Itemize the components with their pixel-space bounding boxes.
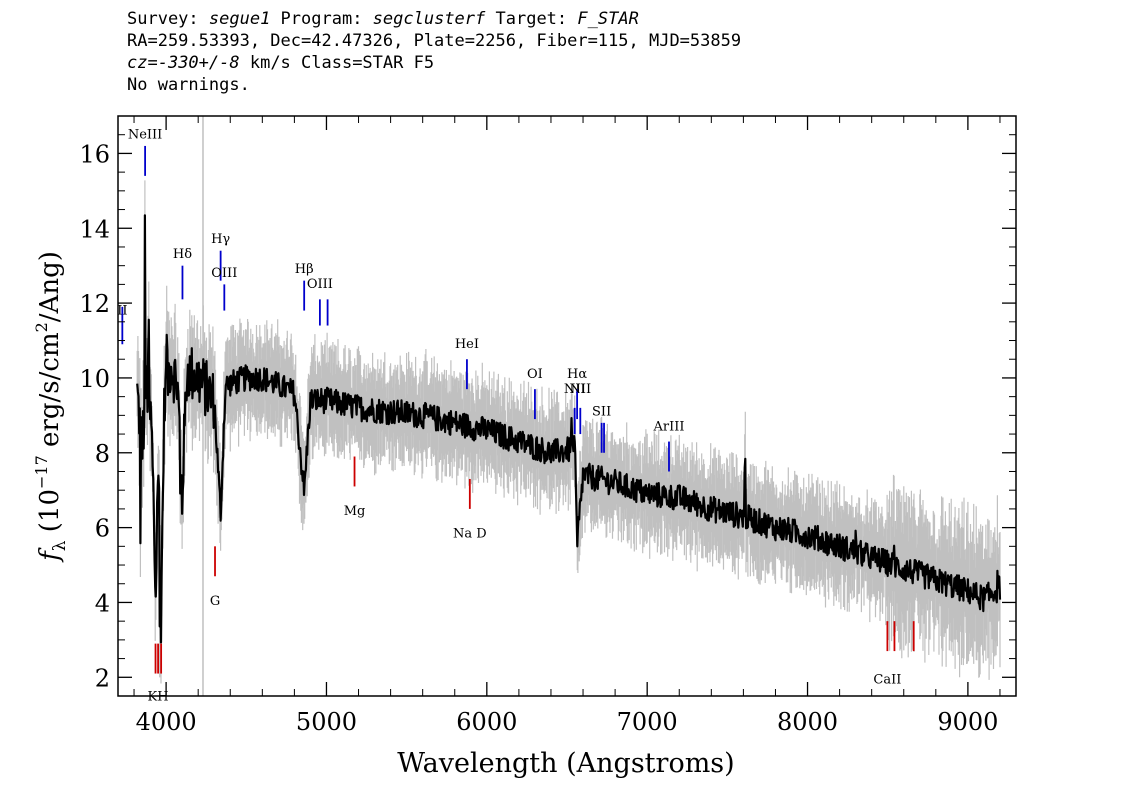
y-axis-label-mid: erg/s/cm bbox=[35, 332, 65, 455]
emission-line-label: Hβ bbox=[295, 262, 314, 277]
absorption-line-label: CaII bbox=[873, 673, 901, 688]
target-value: F_STAR bbox=[577, 9, 639, 29]
spectrum-header: Survey: segue1 Program: segclusterf Targ… bbox=[127, 8, 741, 96]
y-tick-label: 14 bbox=[79, 215, 110, 243]
y-axis-label: fλ (10−17 erg/s/cm2/Ang) bbox=[32, 251, 70, 563]
program-value: segclusterf bbox=[372, 9, 486, 29]
survey-value: segue1 bbox=[208, 9, 271, 29]
y-axis-label-exp2: 2 bbox=[32, 322, 51, 332]
target-label: Target: bbox=[485, 9, 578, 29]
emission-line-label: NII bbox=[564, 382, 586, 397]
absorption-line-label: G bbox=[210, 594, 220, 609]
x-tick-label: 7000 bbox=[617, 708, 678, 736]
plot-frame bbox=[117, 115, 1017, 697]
flux-series-line bbox=[136, 214, 1002, 644]
header-line-warnings: No warnings. bbox=[127, 75, 250, 95]
error-band bbox=[136, 180, 1001, 684]
y-tick-label: 8 bbox=[95, 440, 110, 468]
y-axis-label-pre: (10 bbox=[35, 489, 65, 541]
y-tick-label: 16 bbox=[79, 140, 110, 168]
y-tick-label: 4 bbox=[95, 589, 110, 617]
emission-line-label: II bbox=[117, 303, 127, 318]
absorption-line-label: Mg bbox=[344, 504, 366, 519]
emission-line-label: NII bbox=[569, 382, 591, 397]
emission-line-label: NeIII bbox=[128, 127, 162, 142]
header-line-survey: Survey: segue1 Program: segclusterf Targ… bbox=[127, 8, 741, 30]
emission-line-label: OIII bbox=[211, 266, 237, 281]
emission-line-label: ArIII bbox=[652, 419, 684, 434]
survey-label: Survey: bbox=[127, 9, 209, 29]
x-tick-label: 4000 bbox=[136, 708, 197, 736]
emission-line-label: OIII bbox=[307, 277, 333, 292]
y-tick-label: 10 bbox=[79, 365, 110, 393]
y-tick-label: 12 bbox=[79, 290, 110, 318]
header-line-coordinates: RA=259.53393, Dec=42.47326, Plate=2256, … bbox=[127, 31, 742, 51]
absorption-line-label: Na D bbox=[453, 527, 487, 542]
emission-line-label: Hδ bbox=[173, 247, 192, 262]
emission-line-label: OI bbox=[527, 367, 543, 382]
absorption-line-label: KH bbox=[148, 689, 169, 704]
header-line-redshift: cz=-330+/-8 km/s Class=STAR F5 bbox=[127, 52, 741, 74]
y-tick-label: 6 bbox=[95, 515, 110, 543]
emission-line-label: SII bbox=[592, 404, 611, 419]
x-tick-label: 6000 bbox=[456, 708, 517, 736]
emission-line-label: HeI bbox=[455, 337, 479, 352]
x-tick-label: 8000 bbox=[777, 708, 838, 736]
emission-line-label: Hγ bbox=[211, 232, 230, 247]
x-tick-label: 5000 bbox=[296, 708, 357, 736]
x-axis-label: Wavelength (Angstroms) bbox=[397, 748, 734, 779]
cz-label: cz= bbox=[127, 53, 158, 73]
y-axis-label-post: /Ang) bbox=[35, 251, 65, 322]
class-text: km/s Class=STAR F5 bbox=[239, 53, 435, 73]
emission-line-label: Hα bbox=[567, 367, 587, 382]
y-axis-label-exp: −17 bbox=[32, 455, 51, 489]
program-label: Program: bbox=[270, 9, 373, 29]
y-axis-label-sub: λ bbox=[50, 540, 70, 551]
y-tick-label: 2 bbox=[95, 664, 110, 692]
x-tick-label: 9000 bbox=[937, 708, 998, 736]
cz-value: -330+/-8 bbox=[157, 53, 240, 73]
